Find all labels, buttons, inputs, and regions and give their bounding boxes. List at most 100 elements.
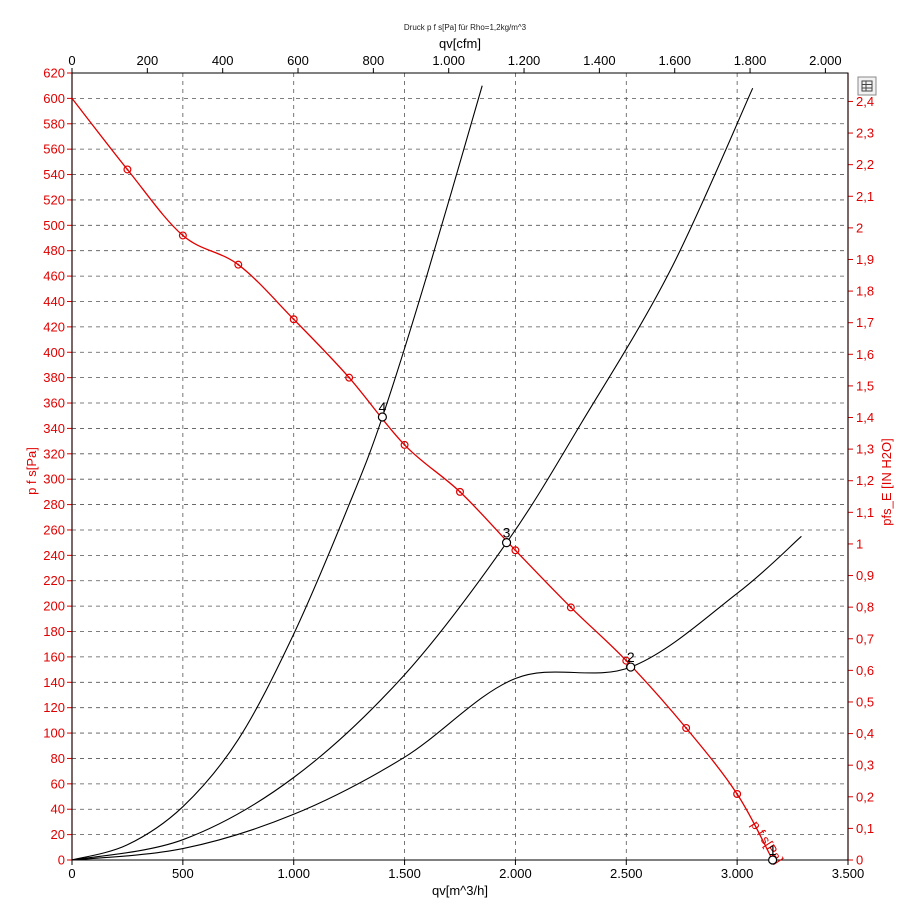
y-tick-label: 500 <box>43 218 65 233</box>
y2-tick-label: 2,2 <box>856 157 874 172</box>
y2-tick-label: 1,1 <box>856 505 874 520</box>
y-tick-label: 280 <box>43 497 65 512</box>
x-tick-label: 500 <box>172 866 194 881</box>
operating-point-4 <box>377 412 387 422</box>
y-tick-label: 520 <box>43 192 65 207</box>
y-tick-label: 80 <box>51 751 65 766</box>
fan-curve-point-dot <box>459 490 461 493</box>
fan-curve-point <box>511 546 520 555</box>
x-tick-label: 2.000 <box>499 866 532 881</box>
fan-curve-point <box>400 440 409 449</box>
y-tick-label: 20 <box>51 827 65 842</box>
operating-point-1 <box>768 855 778 865</box>
y-tick-label: 160 <box>43 649 65 664</box>
system-curve-1 <box>71 85 483 861</box>
y-tick-label: 580 <box>43 116 65 131</box>
y-tick-label: 140 <box>43 675 65 690</box>
fan-curve-point-dot <box>736 792 739 795</box>
operating-points: 1 2 3 4 <box>377 399 778 865</box>
y-tick-label: 60 <box>51 776 65 791</box>
table-icon[interactable] <box>857 76 877 96</box>
y2-tick-label: 0,7 <box>856 631 874 646</box>
y2-tick-label: 1,9 <box>856 252 874 267</box>
y2-tick-label: 1,8 <box>856 284 874 299</box>
y2-tick-label: 0,1 <box>856 821 874 836</box>
y2-tick-label: 2,4 <box>856 94 874 109</box>
y-tick-label: 120 <box>43 700 65 715</box>
y2-axis-label: pfs_E [IN H2O] <box>879 438 894 525</box>
fan-curve-point <box>456 487 465 496</box>
y-tick-label: 360 <box>43 396 65 411</box>
y-tick-label: 200 <box>43 599 65 614</box>
x2-tick-label: 1.000 <box>432 53 465 68</box>
y2-tick-label: 0,8 <box>856 600 874 615</box>
operating-point-3 <box>501 538 512 548</box>
fan-curve-point-dot <box>126 168 129 171</box>
x2-tick-label: 2.000 <box>809 53 842 68</box>
y-tick-label: 380 <box>43 370 65 385</box>
y-tick-label: 300 <box>43 472 65 487</box>
y2-tick-label: 1,2 <box>856 473 874 488</box>
y2-tick-label: 1 <box>856 536 863 551</box>
x2-tick-label: 0 <box>68 53 75 68</box>
y2-tick-label: 0,4 <box>856 726 874 741</box>
system-curve-3 <box>71 535 802 861</box>
fan-curve-point <box>682 723 691 732</box>
y-tick-label: 620 <box>43 66 65 81</box>
x2-tick-label: 200 <box>136 53 158 68</box>
y-tick-label: 480 <box>43 243 65 258</box>
x-axis-label: qv[m^3/h] <box>432 883 488 898</box>
y2-tick-label: 0,9 <box>856 568 874 583</box>
y-tick-label: 180 <box>43 624 65 639</box>
fan-curve-point-dot <box>403 443 406 446</box>
operating-point-label-1: 1 <box>769 842 777 858</box>
y2-tick-label: 0,3 <box>856 758 874 773</box>
x2-tick-label: 1.200 <box>508 53 541 68</box>
fan-curve-point <box>345 373 354 382</box>
fan-curve-point-dot <box>685 726 688 729</box>
y2-tick-label: 1,3 <box>856 442 874 457</box>
operating-point-label-4: 4 <box>379 399 387 415</box>
x2-axis-label: qv[cfm] <box>439 36 481 51</box>
y2-tick-label: 1,6 <box>856 347 874 362</box>
y-tick-label: 100 <box>43 726 65 741</box>
x-tick-label: 1.000 <box>277 866 310 881</box>
fan-curve-point <box>622 656 631 665</box>
y-tick-label: 260 <box>43 522 65 537</box>
plot-frame <box>71 72 849 861</box>
fan-curve-label: p f s[Pa] <box>748 818 787 866</box>
fan-curve-point <box>733 789 742 798</box>
x-tick-label: 1.500 <box>388 866 421 881</box>
y-tick-label: 320 <box>43 446 65 461</box>
operating-point-label-3: 3 <box>503 525 511 541</box>
y-tick-label: 440 <box>43 294 65 309</box>
fan-curve-point <box>289 315 298 324</box>
y2-tick-label: 0 <box>856 853 863 868</box>
x-tick-label: 0 <box>68 866 75 881</box>
y-tick-label: 460 <box>43 269 65 284</box>
fan-curve-point <box>234 260 243 269</box>
y-tick-label: 40 <box>51 802 65 817</box>
fan-curve-point <box>178 231 187 240</box>
y-tick-label: 540 <box>43 167 65 182</box>
y-axis-label: p f s[Pa] <box>24 447 39 495</box>
fan-curve-point-dot <box>569 606 572 609</box>
x2-tick-label: 800 <box>363 53 385 68</box>
fan-curve-point <box>566 603 575 612</box>
y2-tick-label: 0,6 <box>856 663 874 678</box>
x2-tick-label: 1.600 <box>658 53 691 68</box>
x2-tick-label: 1.400 <box>583 53 616 68</box>
y2-tick-label: 1,5 <box>856 378 874 393</box>
y-tick-label: 560 <box>43 142 65 157</box>
fan-curve-point <box>123 165 132 174</box>
grid <box>72 72 848 860</box>
y2-tick-label: 1,7 <box>856 315 874 330</box>
y-tick-label: 220 <box>43 573 65 588</box>
fan-curve-point-dot <box>292 318 295 321</box>
curves: p f s[Pa] <box>71 85 802 866</box>
operating-point-2 <box>626 662 636 672</box>
x-tick-label: 3.500 <box>832 866 865 881</box>
x2-tick-label: 400 <box>212 53 234 68</box>
